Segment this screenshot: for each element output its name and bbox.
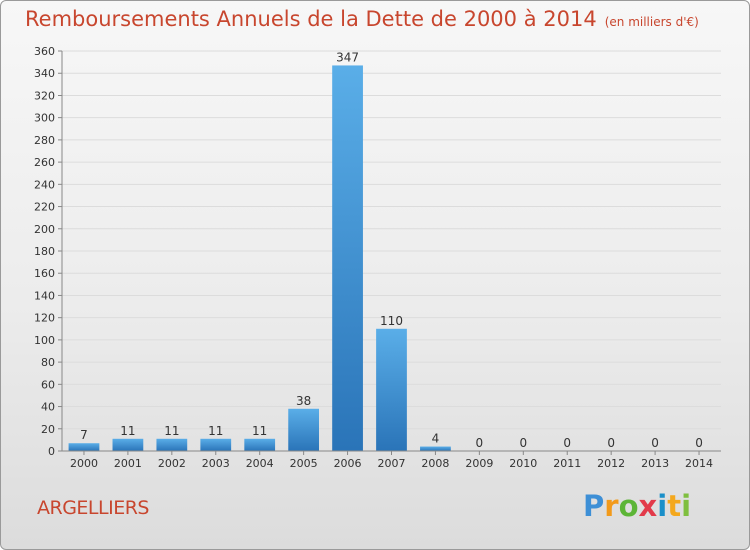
x-tick-label-2009: 2009 xyxy=(465,457,493,470)
y-tick-label: 220 xyxy=(34,201,55,214)
chart-title: Remboursements Annuels de la Dette de 20… xyxy=(25,7,699,31)
x-tick-label-2008: 2008 xyxy=(421,457,449,470)
bar-2007 xyxy=(376,328,407,451)
y-axis: 0 20 40 60 80 100 120 140 160 180 200 220 240 260 280 3… xyxy=(34,45,63,458)
bar-2003 xyxy=(200,438,232,451)
value-label-2014: 0 xyxy=(695,436,703,450)
bar-2006 xyxy=(332,65,363,451)
y-tick-label: 340 xyxy=(34,67,55,80)
bar-2002 xyxy=(156,438,188,451)
x-tick-label-2003: 2003 xyxy=(202,457,230,470)
value-label-2007: 110 xyxy=(380,314,403,328)
x-tick-label-2002: 2002 xyxy=(158,457,186,470)
y-tick-label: 260 xyxy=(34,156,55,169)
proxiti-logo: Proxiti xyxy=(583,489,691,523)
logo-letter: i xyxy=(657,489,668,523)
x-tick-label-2005: 2005 xyxy=(290,457,318,470)
x-tick-label-2001: 2001 xyxy=(114,457,142,470)
value-label-2000: 7 xyxy=(80,428,88,442)
bar-2008 xyxy=(420,446,451,451)
value-label-2006: 347 xyxy=(336,50,359,64)
x-axis: 2000 2001 2002 2003 2004 2005 2006 2007 2008 2009… xyxy=(62,450,721,470)
value-label-2004: 11 xyxy=(252,424,267,438)
y-tick-label: 200 xyxy=(34,223,55,236)
logo-letter: x xyxy=(638,489,658,523)
logo-letter: o xyxy=(618,489,639,523)
y-tick-label: 180 xyxy=(34,245,55,258)
y-tick-label: 280 xyxy=(34,134,55,147)
y-tick-label: 40 xyxy=(41,401,55,414)
logo-letter: P xyxy=(583,489,605,523)
y-tick-label: 60 xyxy=(41,378,55,391)
town-name: ARGELLIERS xyxy=(37,497,149,519)
value-label-2013: 0 xyxy=(651,436,659,450)
x-tick-label-2000: 2000 xyxy=(70,457,98,470)
bar-2004 xyxy=(244,438,276,451)
x-tick-label-2007: 2007 xyxy=(378,457,406,470)
bar-2001 xyxy=(112,438,144,451)
y-tick-label: 100 xyxy=(34,334,55,347)
value-label-2009: 0 xyxy=(476,436,484,450)
logo-letter: t xyxy=(667,489,682,523)
x-tick-label-2004: 2004 xyxy=(246,457,274,470)
x-tick-label-2014: 2014 xyxy=(685,457,713,470)
value-label-2003: 11 xyxy=(208,424,223,438)
bar-2005 xyxy=(288,408,320,451)
value-label-2011: 0 xyxy=(563,436,571,450)
y-tick-label: 20 xyxy=(41,423,55,436)
y-tick-label: 0 xyxy=(48,445,55,458)
x-tick-label-2011: 2011 xyxy=(553,457,581,470)
y-tick-label: 160 xyxy=(34,267,55,280)
value-label-2010: 0 xyxy=(519,436,527,450)
y-tick-label: 320 xyxy=(34,89,55,102)
value-label-2001: 11 xyxy=(120,424,135,438)
y-tick-label: 120 xyxy=(34,312,55,325)
value-label-2008: 4 xyxy=(432,432,440,446)
chart-unit: (en milliers d'€) xyxy=(604,15,699,29)
x-tick-label-2010: 2010 xyxy=(509,457,537,470)
y-tick-label: 240 xyxy=(34,178,55,191)
y-tick-label: 300 xyxy=(34,112,55,125)
x-tick-label-2012: 2012 xyxy=(597,457,625,470)
logo-letter: r xyxy=(604,489,619,523)
x-tick-label-2013: 2013 xyxy=(641,457,669,470)
bar-2000 xyxy=(68,443,100,451)
value-label-2012: 0 xyxy=(607,436,615,450)
y-tick-label: 140 xyxy=(34,289,55,302)
chart-title-text: Remboursements Annuels de la Dette de 20… xyxy=(25,7,597,31)
y-tick-label: 80 xyxy=(41,356,55,369)
x-tick-label-2006: 2006 xyxy=(334,457,362,470)
y-tick-label: 360 xyxy=(34,45,55,58)
value-label-2002: 11 xyxy=(164,424,179,438)
logo-letter: i xyxy=(681,489,692,523)
value-label-2005: 38 xyxy=(296,394,311,408)
bars: 7 11 11 11 11 38 347 110 4 0 0 0 0 0 0 xyxy=(68,50,703,451)
